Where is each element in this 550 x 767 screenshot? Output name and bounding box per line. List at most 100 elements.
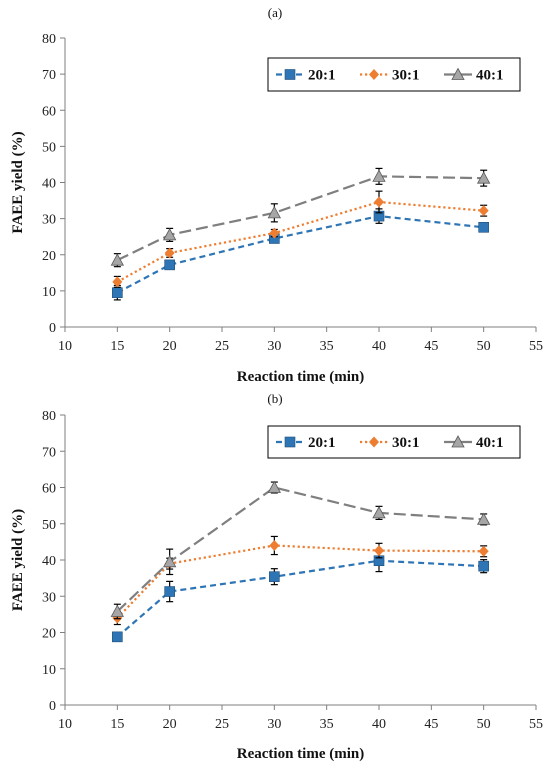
legend-label: 20:1 (308, 68, 336, 84)
data-point (374, 196, 384, 208)
x-tick-label: 45 (424, 717, 438, 732)
y-axis-title: FAEE yield (%) (10, 131, 26, 233)
legend-label: 30:1 (392, 68, 420, 84)
data-point (164, 586, 175, 597)
y-tick-label: 40 (42, 177, 56, 192)
x-tick-label: 30 (267, 717, 281, 732)
y-tick-label: 10 (42, 285, 56, 300)
legend: 20:1 30:1 40:1 (267, 425, 521, 459)
y-tick-label: 20 (42, 249, 56, 264)
data-point (478, 545, 489, 557)
data-point (372, 506, 386, 519)
y-axis-title: FAEE yield (%) (10, 509, 26, 611)
y-tick-label: 70 (42, 68, 56, 83)
y-tick-label: 50 (42, 140, 56, 155)
data-point (269, 227, 280, 239)
legend-label: 30:1 (392, 435, 420, 451)
y-tick-label: 10 (42, 663, 56, 678)
x-tick-label: 45 (424, 339, 438, 354)
legend-marker (451, 67, 465, 80)
legend-item: 20:1 (276, 435, 336, 451)
x-tick-label: 50 (477, 717, 491, 732)
legend-box (267, 57, 521, 92)
legend-marker (284, 436, 296, 448)
data-point (476, 171, 491, 184)
x-tick-label: 35 (320, 717, 334, 732)
legend-label: 40:1 (476, 68, 504, 84)
x-tick-label: 55 (529, 717, 543, 732)
data-point (476, 512, 491, 525)
legend: 20:1 30:1 40:1 (267, 57, 521, 92)
data-point (110, 604, 125, 617)
panel-label: (a) (268, 5, 282, 20)
y-tick-label: 30 (42, 590, 56, 605)
legend-marker (451, 435, 465, 448)
legend-item: 30:1 (360, 435, 420, 451)
x-tick-label: 50 (477, 339, 491, 354)
series-30-1 (112, 190, 489, 288)
data-point (269, 540, 280, 551)
series-line (116, 175, 484, 262)
x-tick-label: 25 (215, 339, 229, 354)
data-point (162, 554, 177, 568)
y-tick-label: 30 (42, 213, 56, 228)
data-point (164, 259, 175, 271)
data-point (112, 276, 123, 288)
x-tick-label: 55 (529, 339, 543, 354)
data-point (267, 480, 282, 493)
data-point (267, 206, 282, 219)
legend-item: 20:1 (276, 68, 336, 84)
legend-marker (369, 69, 379, 80)
x-tick-label: 20 (163, 717, 177, 732)
legend-marker (284, 69, 296, 80)
legend-label: 40:1 (476, 435, 504, 451)
data-point (112, 287, 123, 298)
series-line (116, 559, 484, 638)
x-axis-title: Reaction time (min) (237, 746, 364, 762)
y-tick-label: 50 (42, 518, 56, 533)
x-tick-label: 35 (320, 339, 334, 354)
x-tick-label: 10 (58, 339, 72, 354)
data-point (478, 221, 489, 233)
legend-item: 40:1 (444, 435, 504, 451)
x-tick-label: 15 (110, 717, 124, 732)
data-point (164, 247, 175, 259)
series-40-1 (110, 167, 491, 268)
y-tick-label: 60 (42, 482, 56, 497)
data-point (372, 169, 386, 182)
y-tick-label: 20 (42, 627, 56, 642)
y-tick-label: 0 (49, 699, 56, 714)
data-point (162, 228, 177, 241)
x-axis-title: Reaction time (min) (237, 369, 364, 385)
data-point (269, 571, 280, 582)
data-point (110, 253, 125, 266)
data-point (374, 545, 384, 557)
series-20-1 (112, 549, 489, 643)
y-tick-label: 80 (42, 409, 56, 424)
y-tick-label: 0 (49, 321, 56, 336)
data-point (478, 205, 489, 217)
x-tick-label: 10 (58, 717, 72, 732)
legend-marker (369, 436, 379, 448)
y-tick-label: 60 (42, 104, 56, 119)
x-tick-label: 15 (110, 339, 124, 354)
series-line (116, 486, 484, 613)
x-tick-label: 20 (163, 339, 177, 354)
legend-box (267, 425, 521, 459)
series-40-1 (110, 480, 491, 620)
x-tick-label: 30 (267, 339, 281, 354)
legend-item: 40:1 (444, 68, 504, 84)
x-tick-label: 40 (372, 339, 386, 354)
y-tick-label: 70 (42, 445, 56, 460)
panel-label: (b) (267, 391, 282, 406)
data-point (478, 560, 489, 572)
data-point (112, 631, 123, 643)
y-tick-label: 40 (42, 554, 56, 569)
x-tick-label: 40 (372, 717, 386, 732)
legend-item: 30:1 (360, 68, 420, 84)
x-tick-label: 25 (215, 717, 229, 732)
y-tick-label: 80 (42, 32, 56, 47)
